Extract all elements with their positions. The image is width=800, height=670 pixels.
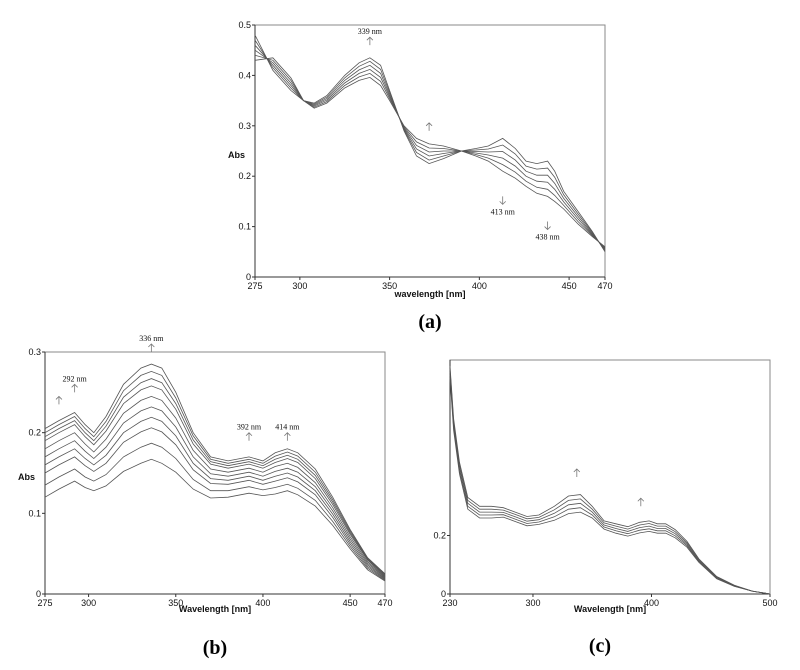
chart-panel-c: 230 300 400 500 0 0.2 Wavelength [nm] (c) (433, 359, 778, 657)
annotation-arrowhead-a-1 (499, 201, 506, 205)
annotation-label-b-0: 336 nm (139, 334, 164, 343)
y-axis-label-b: Abs (18, 472, 35, 482)
annotation-group-c (573, 468, 645, 507)
series-group-a (254, 34, 606, 253)
annotation-arrowhead-c-1 (637, 497, 645, 502)
series-line-b-10 (44, 458, 386, 582)
annotation-label-a-1: 413 nm (491, 207, 516, 216)
y-tick-label-a-4: 0.4 (238, 70, 251, 80)
series-group-b (44, 363, 386, 582)
y-tick-label-a-3: 0.3 (238, 121, 251, 131)
x-tick-label-a-1: 300 (292, 281, 307, 291)
annotation-group-b: 336 nm 292 nm 392 nm 414 nm (55, 334, 300, 441)
chart-panel-a: 275 300 350 400 450 470 0 0.1 0.2 0.3 0.4 0.5 339 n… (228, 20, 613, 333)
x-tick-label-c-1: 300 (525, 598, 540, 608)
series-line-b-4 (44, 385, 386, 577)
annotation-label-b-3: 414 nm (275, 423, 300, 432)
plot-frame-b (44, 351, 386, 595)
y-axis-label-a: Abs (228, 150, 245, 160)
x-tick-label-a-4: 450 (562, 281, 577, 291)
series-group-c (449, 365, 771, 595)
y-tick-label-b-0: 0 (36, 589, 41, 599)
annotation-group-a: 339 nm 413 nm 438 nm (358, 27, 561, 241)
annotation-label-a-0: 339 nm (358, 27, 383, 36)
tick-group-a: 275 300 350 400 450 470 0 0.1 0.2 0.3 0.4 0.5 (238, 20, 612, 291)
x-tick-label-b-2: 350 (168, 598, 183, 608)
series-line-b-6 (44, 406, 386, 579)
x-axis-label-b: Wavelength [nm] (179, 604, 251, 614)
series-line-b-7 (44, 416, 386, 580)
series-line-b-5 (44, 395, 386, 578)
series-line-a-3 (254, 44, 606, 251)
y-tick-label-a-2: 0.2 (238, 171, 251, 181)
panel-label-a: (a) (418, 311, 441, 333)
chart-panel-b: 275 300 350 400 450 470 0 0.1 0.2 0.3 336 nm 292 n… (18, 334, 393, 659)
y-tick-label-b-1: 0.1 (28, 508, 41, 518)
series-line-c-3 (449, 371, 771, 595)
x-tick-label-b-4: 450 (343, 598, 358, 608)
series-line-b-1 (44, 363, 386, 575)
x-tick-label-a-3: 400 (472, 281, 487, 291)
series-line-c-2 (449, 368, 771, 595)
series-line-a-4 (254, 49, 606, 250)
annotation-arrowhead-b-1 (71, 383, 78, 388)
annotation-arrowhead-c-0 (573, 468, 581, 473)
y-tick-label-c-1: 0.2 (433, 531, 446, 541)
y-tick-label-b-3: 0.3 (28, 347, 41, 357)
series-line-c-1 (449, 365, 771, 595)
series-line-a-1 (254, 34, 606, 253)
x-tick-label-b-0: 275 (37, 598, 52, 608)
panel-label-b: (b) (203, 637, 227, 659)
x-axis-label-a: wavelength [nm] (393, 289, 465, 299)
y-tick-label-c-0: 0 (441, 589, 446, 599)
series-line-a-2 (254, 39, 606, 252)
panel-label-c: (c) (589, 635, 611, 657)
annotation-arrowhead-a-0 (366, 36, 374, 41)
x-tick-label-c-2: 400 (644, 598, 659, 608)
annotation-arrowhead-b-3 (284, 432, 291, 437)
annotation-label-b-1: 292 nm (63, 374, 88, 383)
x-tick-label-b-1: 300 (81, 598, 96, 608)
y-tick-label-a-0: 0 (246, 272, 251, 282)
plot-frame-c (449, 359, 771, 595)
annotation-arrowhead-b-4 (55, 395, 63, 400)
tick-group-c: 230 300 400 500 0 0.2 (433, 531, 777, 609)
y-tick-label-a-5: 0.5 (238, 20, 251, 30)
annotation-label-a-2: 438 nm (535, 233, 560, 242)
series-line-a-5 (254, 54, 606, 249)
series-line-c-4 (449, 374, 771, 595)
annotation-arrowhead-b-2 (245, 432, 253, 437)
tick-group-b: 275 300 350 400 450 470 0 0.1 0.2 0.3 (28, 347, 392, 608)
annotation-label-b-2: 392 nm (237, 423, 262, 432)
x-tick-label-b-3: 400 (255, 598, 270, 608)
series-line-b-9 (44, 442, 386, 581)
annotation-arrowhead-b-0 (148, 343, 155, 348)
annotation-arrowhead-a-3 (425, 122, 433, 127)
series-line-c-5 (449, 377, 771, 595)
x-tick-label-a-5: 470 (597, 281, 612, 291)
y-tick-label-a-1: 0.1 (238, 222, 251, 232)
y-tick-label-b-2: 0.2 (28, 428, 41, 438)
x-tick-label-c-3: 500 (762, 598, 777, 608)
series-line-b-2 (44, 370, 386, 575)
x-tick-label-a-2: 350 (382, 281, 397, 291)
x-tick-label-b-5: 470 (377, 598, 392, 608)
x-tick-label-a-0: 275 (247, 281, 262, 291)
series-line-a-6 (254, 57, 606, 248)
series-line-b-3 (44, 378, 386, 576)
x-axis-label-c: Wavelength [nm] (574, 604, 646, 614)
x-tick-label-c-0: 230 (442, 598, 457, 608)
series-line-b-8 (44, 427, 386, 580)
annotation-arrowhead-a-2 (544, 226, 551, 231)
